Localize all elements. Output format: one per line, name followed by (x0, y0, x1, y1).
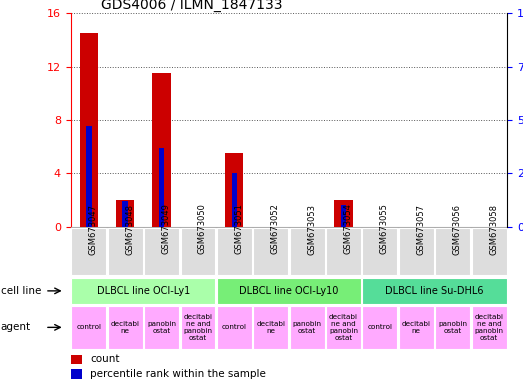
Text: GSM673057: GSM673057 (416, 204, 425, 255)
Text: GDS4006 / ILMN_1847133: GDS4006 / ILMN_1847133 (101, 0, 282, 12)
FancyBboxPatch shape (290, 306, 325, 349)
Text: agent: agent (1, 322, 31, 333)
FancyBboxPatch shape (253, 306, 288, 349)
FancyBboxPatch shape (290, 228, 325, 275)
FancyBboxPatch shape (435, 306, 470, 349)
Text: decitabi
ne and
panobin
ostat: decitabi ne and panobin ostat (184, 314, 212, 341)
FancyBboxPatch shape (435, 228, 470, 275)
Bar (153, 73, 170, 227)
Text: GSM673054: GSM673054 (344, 204, 353, 255)
Bar (334, 200, 353, 227)
Bar (122, 201, 128, 227)
Text: panobin
ostat: panobin ostat (438, 321, 467, 334)
FancyBboxPatch shape (144, 306, 179, 349)
Text: GSM673058: GSM673058 (489, 204, 498, 255)
Bar (116, 200, 134, 227)
Text: decitabi
ne: decitabi ne (402, 321, 431, 334)
FancyBboxPatch shape (362, 278, 507, 304)
Text: control: control (368, 324, 392, 330)
Text: GSM673056: GSM673056 (453, 204, 462, 255)
Bar (225, 153, 244, 227)
Text: decitabi
ne: decitabi ne (111, 321, 140, 334)
FancyBboxPatch shape (180, 306, 215, 349)
Text: GSM673049: GSM673049 (162, 204, 170, 255)
Text: GSM673050: GSM673050 (198, 204, 207, 255)
Text: GSM673051: GSM673051 (234, 204, 243, 255)
Text: control: control (222, 324, 247, 330)
FancyBboxPatch shape (472, 306, 507, 349)
Text: GSM673047: GSM673047 (89, 204, 98, 255)
FancyBboxPatch shape (326, 228, 361, 275)
Text: GSM673048: GSM673048 (125, 204, 134, 255)
Bar (71, 369, 82, 379)
Text: GSM673055: GSM673055 (380, 204, 389, 255)
FancyBboxPatch shape (71, 306, 106, 349)
Text: decitabi
ne and
panobin
ostat: decitabi ne and panobin ostat (329, 314, 358, 341)
Bar (159, 148, 164, 227)
Text: panobin
ostat: panobin ostat (293, 321, 322, 334)
Bar (86, 126, 92, 227)
FancyBboxPatch shape (217, 228, 252, 275)
Text: DLBCL line OCI-Ly10: DLBCL line OCI-Ly10 (239, 286, 339, 296)
Text: percentile rank within the sample: percentile rank within the sample (90, 369, 266, 379)
FancyBboxPatch shape (144, 228, 179, 275)
Text: control: control (76, 324, 101, 330)
FancyBboxPatch shape (362, 228, 397, 275)
Text: DLBCL line Su-DHL6: DLBCL line Su-DHL6 (385, 286, 484, 296)
FancyBboxPatch shape (253, 228, 288, 275)
Bar (79, 33, 98, 227)
FancyBboxPatch shape (472, 228, 507, 275)
Text: panobin
ostat: panobin ostat (147, 321, 176, 334)
FancyBboxPatch shape (108, 306, 143, 349)
FancyBboxPatch shape (326, 306, 361, 349)
FancyBboxPatch shape (71, 278, 215, 304)
Bar (232, 173, 237, 227)
Bar (341, 205, 346, 227)
Text: cell line: cell line (1, 286, 41, 296)
FancyBboxPatch shape (399, 306, 434, 349)
FancyBboxPatch shape (108, 228, 143, 275)
Text: decitabi
ne: decitabi ne (256, 321, 285, 334)
FancyBboxPatch shape (71, 228, 106, 275)
Text: GSM673052: GSM673052 (271, 204, 280, 255)
FancyBboxPatch shape (217, 278, 361, 304)
Text: count: count (90, 354, 120, 364)
Text: decitabi
ne and
panobin
ostat: decitabi ne and panobin ostat (474, 314, 504, 341)
FancyBboxPatch shape (217, 306, 252, 349)
Text: GSM673053: GSM673053 (307, 204, 316, 255)
FancyBboxPatch shape (362, 306, 397, 349)
Bar (71, 355, 82, 364)
FancyBboxPatch shape (180, 228, 215, 275)
Text: DLBCL line OCI-Ly1: DLBCL line OCI-Ly1 (97, 286, 190, 296)
FancyBboxPatch shape (399, 228, 434, 275)
